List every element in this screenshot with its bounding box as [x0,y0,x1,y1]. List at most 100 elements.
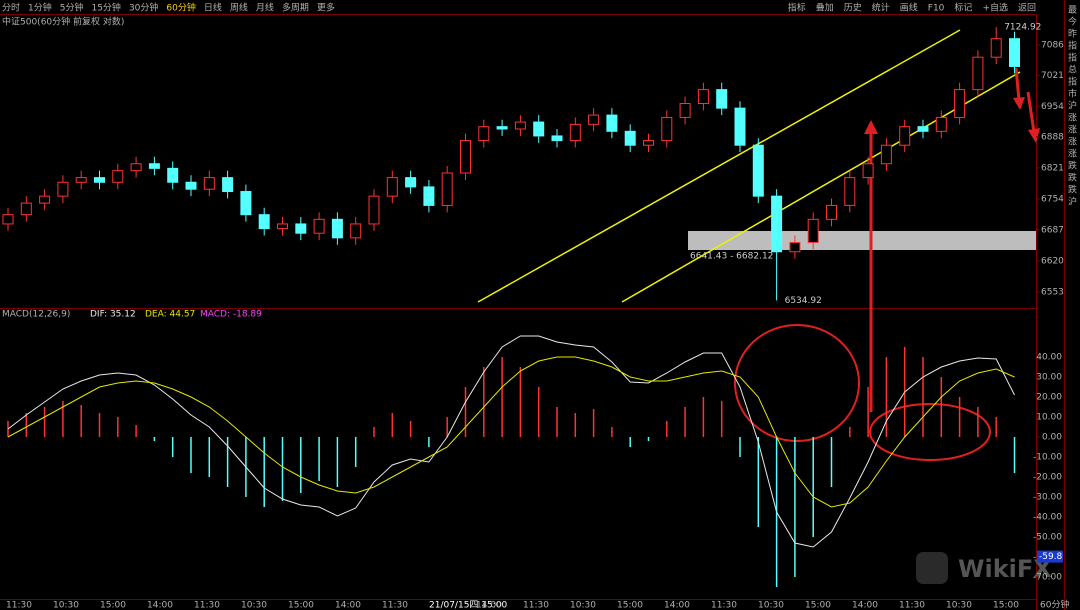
period-tab[interactable]: 30分钟 [129,2,158,14]
x-tick-label: 60分钟 [1040,599,1069,610]
x-tick-label: 14:00 [335,601,361,610]
candle-body [917,126,929,132]
candle-body [112,170,124,183]
arrow-head [864,120,878,134]
x-tick-label: 10:30 [53,601,79,610]
candle-body [972,56,984,91]
candle-body [551,135,563,142]
side-label: 昨 [1068,28,1077,40]
x-tick-label: 10:30 [570,601,596,610]
candle-body [533,121,545,137]
side-label: 涨 [1068,113,1077,124]
cursor-box [1037,550,1063,563]
candle-body [771,195,783,253]
arrow [1026,91,1036,133]
x-tick-label: 10:30 [241,601,267,610]
x-tick-label: 11:30 [194,601,220,610]
arrow-head [1013,97,1025,110]
candle-body [57,181,69,197]
tool-button[interactable]: 标记 [954,2,972,14]
tool-button[interactable]: F10 [928,4,945,14]
y-tick-label: 40.00 [1036,353,1062,363]
y-tick-label: 6821 [1041,163,1064,173]
candle-body [734,107,746,146]
range-label: 6641.43 - 6682.12 [690,252,773,262]
candle-body [478,126,490,142]
period-tab[interactable]: 15分钟 [91,2,120,14]
side-label: 涨 [1068,137,1077,148]
x-tick-label: 15:00 [288,601,314,610]
x-tick-label: 15:00 [993,601,1019,610]
side-label: 指 [1068,76,1077,88]
candle-body [679,103,691,118]
candle-body [2,214,14,225]
candle-body [588,114,600,125]
candle-body [441,172,453,206]
side-label: 沪 [1068,100,1077,112]
tool-button[interactable]: 统计 [872,2,890,14]
y-tick-label: 20.00 [1036,393,1062,403]
y-tick-label: -20.00 [1033,473,1062,483]
x-tick-label: 14:00 [476,601,502,610]
candle-body [514,121,526,130]
tool-button[interactable]: 返回 [1018,2,1036,14]
tool-button[interactable]: 指标 [788,2,806,14]
x-tick-label: 10:30 [758,601,784,610]
channel-lower [621,71,1021,303]
period-tab[interactable]: 月线 [256,2,274,14]
y-tick-label: 30.00 [1036,373,1062,383]
y-tick-label: 7086 [1041,41,1064,51]
candle-body [990,38,1002,58]
min-label: 6534.92 [785,296,822,306]
highlight-circle [869,403,991,461]
tool-button[interactable]: 历史 [844,2,862,14]
x-tick-label: 11:30 [382,601,408,610]
candle-body [313,218,325,234]
x-tick-label: 11:30 [6,601,32,610]
macd-label: MACD: -18.89 [200,310,262,320]
tool-button[interactable]: 画线 [900,2,918,14]
watermark: WikiFX [958,555,1052,583]
period-tab[interactable]: 1分钟 [28,2,52,14]
candle-body [880,144,892,165]
candle-body [331,218,343,239]
period-tab[interactable]: 60分钟 [166,2,195,14]
arrow-head [1028,128,1040,143]
candle-body [20,202,32,216]
arrow [1014,67,1021,101]
period-tab[interactable]: 分时 [2,2,20,14]
period-tab[interactable]: 更多 [317,2,335,14]
x-tick-label: 10:30 [946,601,972,610]
candle-body [94,177,105,183]
y-tick-label: -50.00 [1033,533,1062,543]
tool-button[interactable]: +自选 [982,2,1008,14]
x-tick-label: 14:00 [664,601,690,610]
y-tick-label: 6754 [1041,194,1064,204]
watermark-logo [916,552,948,584]
y-tick-label: -40.00 [1033,513,1062,523]
y-tick-label: 0.00 [1042,433,1062,443]
x-tick-label: 11:30 [523,601,549,610]
side-label: 指 [1068,40,1077,52]
y-tick-label: 6620 [1041,256,1064,266]
period-tab[interactable]: 日线 [204,2,222,14]
candle-body [295,223,307,234]
candle-body [844,177,856,206]
candle-body [148,163,160,169]
period-tab[interactable]: 多周期 [282,2,309,14]
candle-body [350,223,362,239]
x-tick-label: 11:30 [711,601,737,610]
side-label: 最 [1068,5,1077,16]
y-tick-label: 10.00 [1036,413,1062,423]
period-tab[interactable]: 5分钟 [60,2,84,14]
max-label: 7124.92 [1004,23,1041,33]
candle-body [954,89,966,118]
period-tab[interactable]: 周线 [230,2,248,14]
candle-body [807,218,819,243]
candle-body [460,140,471,174]
x-tick-label: 15:00 [805,601,831,610]
candle-body [661,116,673,142]
tool-button[interactable]: 叠加 [816,3,834,14]
